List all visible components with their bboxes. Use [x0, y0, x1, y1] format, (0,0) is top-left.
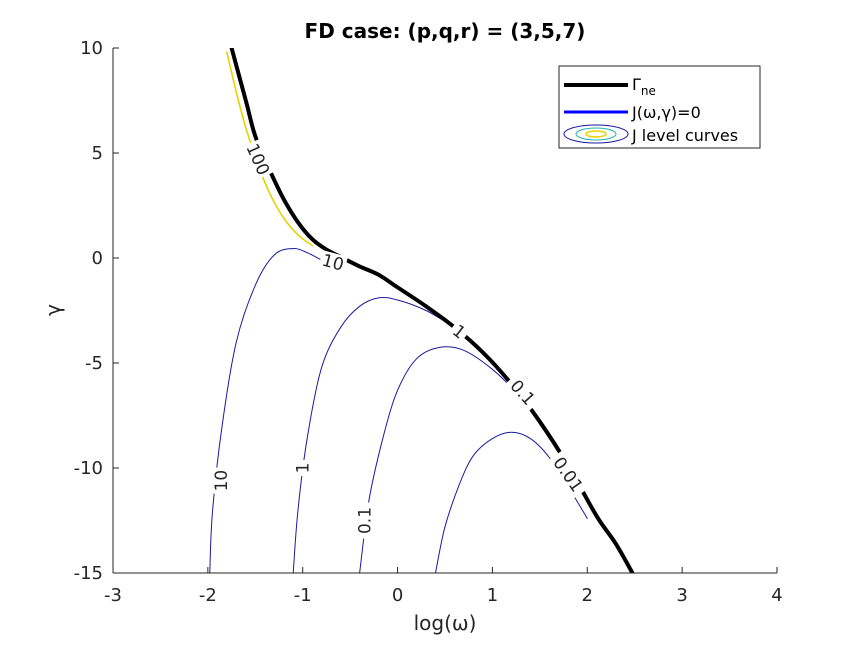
y-tick-label: 5 — [92, 143, 103, 164]
y-axis-ticks: 10 5 0 -5 -10 -15 — [74, 38, 119, 584]
x-tick-label: 4 — [771, 585, 782, 606]
y-axis-label: γ — [41, 304, 65, 316]
y-tick-label: 0 — [92, 248, 103, 269]
legend-label-gamma-ne: Γne — [632, 75, 656, 98]
contour-label-bg — [293, 460, 312, 476]
contour-label: 10 — [212, 470, 232, 492]
y-tick-label: -5 — [85, 353, 103, 374]
y-tick-label: -15 — [74, 563, 103, 584]
contour-label-bg — [447, 319, 472, 344]
legend-swatch-level-curves — [563, 124, 629, 144]
x-tick-label: -1 — [294, 585, 312, 606]
legend-box — [558, 65, 761, 149]
x-tick-label: 1 — [487, 585, 498, 606]
contour-label-bg — [212, 467, 231, 494]
contour-label-bg — [504, 373, 542, 412]
legend: Γne J(ω,γ)=0 J level curves — [558, 65, 761, 149]
legend-label-level-curves: J level curves — [631, 126, 738, 145]
contour-label-bg — [355, 502, 374, 539]
x-tick-label: 0 — [392, 585, 403, 606]
y-tick-label: 10 — [80, 38, 103, 59]
contour-label-bg — [242, 139, 274, 180]
series-line-j-level-curve-yellow — [226, 51, 313, 247]
contour-label: 1 — [294, 463, 314, 474]
legend-label-j-zero: J(ω,γ)=0 — [631, 103, 701, 122]
x-tick-label: -3 — [104, 585, 122, 606]
contour-label: 0.1 — [355, 507, 375, 534]
x-tick-label: 3 — [676, 585, 687, 606]
series-line-contour-0-1 — [359, 346, 531, 573]
x-axis-label: log(ω) — [414, 611, 477, 635]
x-axis-ticks: -3 -2 -1 0 1 2 3 4 — [104, 567, 783, 606]
contour-label-bg — [547, 450, 589, 499]
chart-title: FD case: (p,q,r) = (3,5,7) — [305, 19, 586, 43]
contour-label-bg — [318, 250, 348, 275]
x-tick-label: -2 — [199, 585, 217, 606]
y-tick-label: -10 — [74, 458, 103, 479]
x-tick-label: 2 — [582, 585, 593, 606]
